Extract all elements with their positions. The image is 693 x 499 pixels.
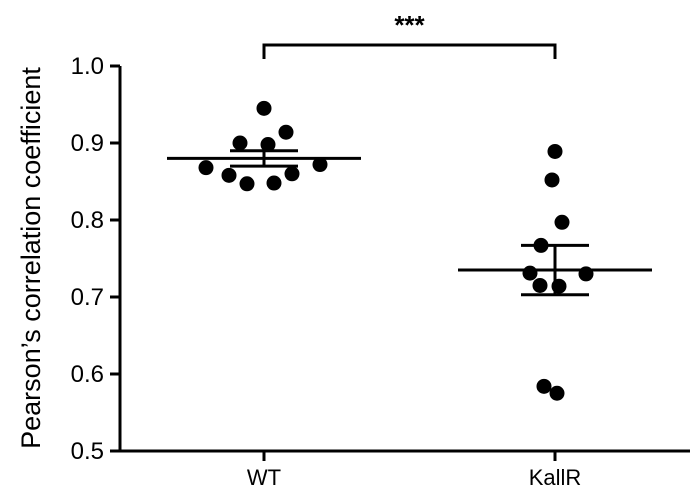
data-point xyxy=(544,172,560,188)
data-point xyxy=(522,265,538,281)
y-tick-label: 0.7 xyxy=(71,284,104,311)
y-tick-label: 0.8 xyxy=(71,207,104,234)
data-point xyxy=(256,100,272,116)
data-point xyxy=(554,214,570,230)
data-point xyxy=(284,166,300,182)
data-point xyxy=(266,175,282,191)
data-point xyxy=(536,378,552,394)
y-tick-label: 0.6 xyxy=(71,361,104,388)
data-point xyxy=(549,385,565,401)
data-point xyxy=(221,167,237,183)
y-tick-label: 0.5 xyxy=(71,438,104,465)
axes: 0.5 0.6 0.7 0.8 0.9 1.0 WT KallR xyxy=(71,53,690,490)
data-point xyxy=(547,143,563,159)
y-tick-label: 1.0 xyxy=(71,53,104,80)
significance-stars: *** xyxy=(394,10,425,40)
x-tick-label: WT xyxy=(247,465,281,490)
data-point xyxy=(239,176,255,192)
data-point xyxy=(532,277,548,293)
data-point xyxy=(198,160,214,176)
significance-annotation: *** xyxy=(262,10,557,59)
significance-bracket xyxy=(262,43,557,59)
data-marks xyxy=(167,100,652,401)
data-point xyxy=(232,135,248,151)
data-point xyxy=(278,124,294,140)
y-axis-label: Pearson’s correlation coefficient xyxy=(16,67,46,449)
data-point xyxy=(260,137,276,153)
y-tick-label: 0.9 xyxy=(71,130,104,157)
data-point xyxy=(312,157,328,173)
x-tick-label: KallR xyxy=(529,465,582,490)
